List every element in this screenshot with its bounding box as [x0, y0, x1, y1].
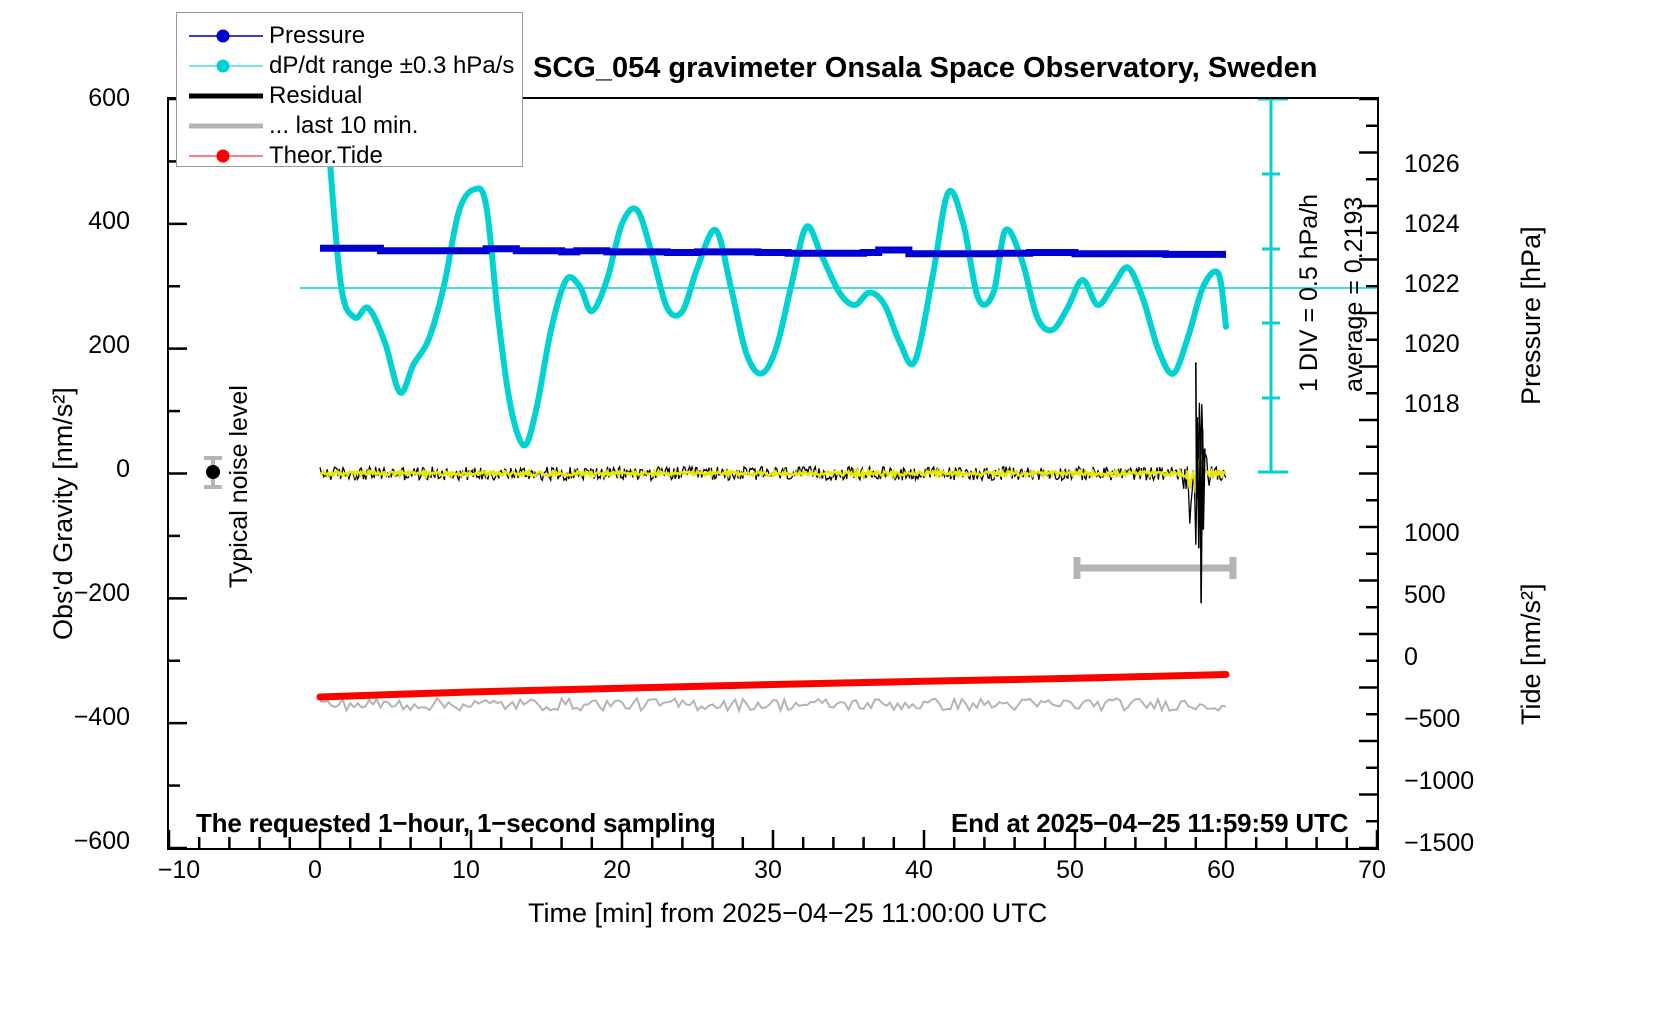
xtick-label: 50 — [1056, 856, 1084, 884]
ytick-label: 400 — [88, 207, 130, 235]
legend-item-pressure[interactable]: Pressure — [177, 21, 522, 50]
ytick-label: 0 — [116, 455, 130, 483]
page-title: SCG_054 gravimeter Onsala Space Observat… — [533, 52, 1318, 84]
sampling-caption: The requested 1−hour, 1−second sampling — [196, 808, 716, 838]
x-axis-title: Time [min] from 2025−04−25 11:00:00 UTC — [528, 898, 1048, 928]
pressure-tick-label: 1020 — [1404, 330, 1460, 358]
ytick-label: 200 — [88, 331, 130, 359]
dpdt-scale-label: 1 DIV = 0.5 hPa/h — [1295, 193, 1323, 392]
xtick-label: 30 — [754, 856, 782, 884]
xtick-label: −10 — [157, 856, 201, 884]
legend-swatch-residual — [177, 81, 269, 110]
legend-item-dpdt[interactable]: dP/dt range ±0.3 hPa/s — [177, 51, 522, 80]
xtick-label: 70 — [1358, 856, 1386, 884]
ytick-label: 600 — [88, 84, 130, 112]
xtick-label: 0 — [308, 856, 322, 884]
pressure-tick-label: 1026 — [1404, 150, 1460, 178]
xtick-label: 20 — [603, 856, 631, 884]
xtick-label: 40 — [905, 856, 933, 884]
legend-item-theortide[interactable]: Theor.Tide — [177, 141, 522, 170]
noise-level-label: Typical noise level — [225, 385, 253, 588]
xtick-label: 10 — [452, 856, 480, 884]
legend-label-pressure: Pressure — [269, 21, 366, 49]
tide-axis-title: Tide [nm/s²] — [1516, 583, 1546, 725]
legend-swatch-pressure — [177, 21, 269, 50]
tide-tick-label: 0 — [1404, 643, 1418, 671]
legend-label-last10: ... last 10 min. — [269, 111, 419, 139]
tide-tick-label: 500 — [1404, 581, 1446, 609]
tide-tick-label: −1000 — [1404, 767, 1475, 795]
xtick-label: 60 — [1207, 856, 1235, 884]
legend-label-theortide: Theor.Tide — [269, 141, 383, 169]
tide-tick-label: 1000 — [1404, 519, 1460, 547]
dpdt-average-label: average = 0.2193 — [1340, 196, 1368, 392]
end-time-caption: End at 2025−04−25 11:59:59 UTC — [951, 808, 1349, 838]
legend: Pressure dP/dt range ±0.3 hPa/s Residual… — [176, 12, 523, 170]
ytick-label: −400 — [73, 703, 130, 731]
legend-item-residual[interactable]: Residual — [177, 81, 522, 110]
pressure-tick-label: 1022 — [1404, 270, 1460, 298]
legend-swatch-theortide — [177, 141, 269, 170]
pressure-tick-label: 1024 — [1404, 210, 1460, 238]
pressure-axis-title: Pressure [hPa] — [1516, 226, 1546, 405]
legend-swatch-dpdt — [177, 51, 269, 80]
ytick-label: −600 — [73, 827, 130, 855]
legend-label-residual: Residual — [269, 81, 363, 109]
y-axis-title: Obs'd Gravity [nm/s²] — [48, 387, 78, 640]
tide-tick-label: −500 — [1404, 705, 1461, 733]
tide-tick-label: −1500 — [1404, 829, 1475, 857]
legend-label-dpdt: dP/dt range ±0.3 hPa/s — [269, 51, 515, 79]
plot-area — [167, 97, 1379, 850]
legend-swatch-last10 — [177, 111, 269, 140]
pressure-tick-label: 1018 — [1404, 390, 1460, 418]
legend-item-last10[interactable]: ... last 10 min. — [177, 111, 522, 140]
ytick-label: −200 — [73, 579, 130, 607]
